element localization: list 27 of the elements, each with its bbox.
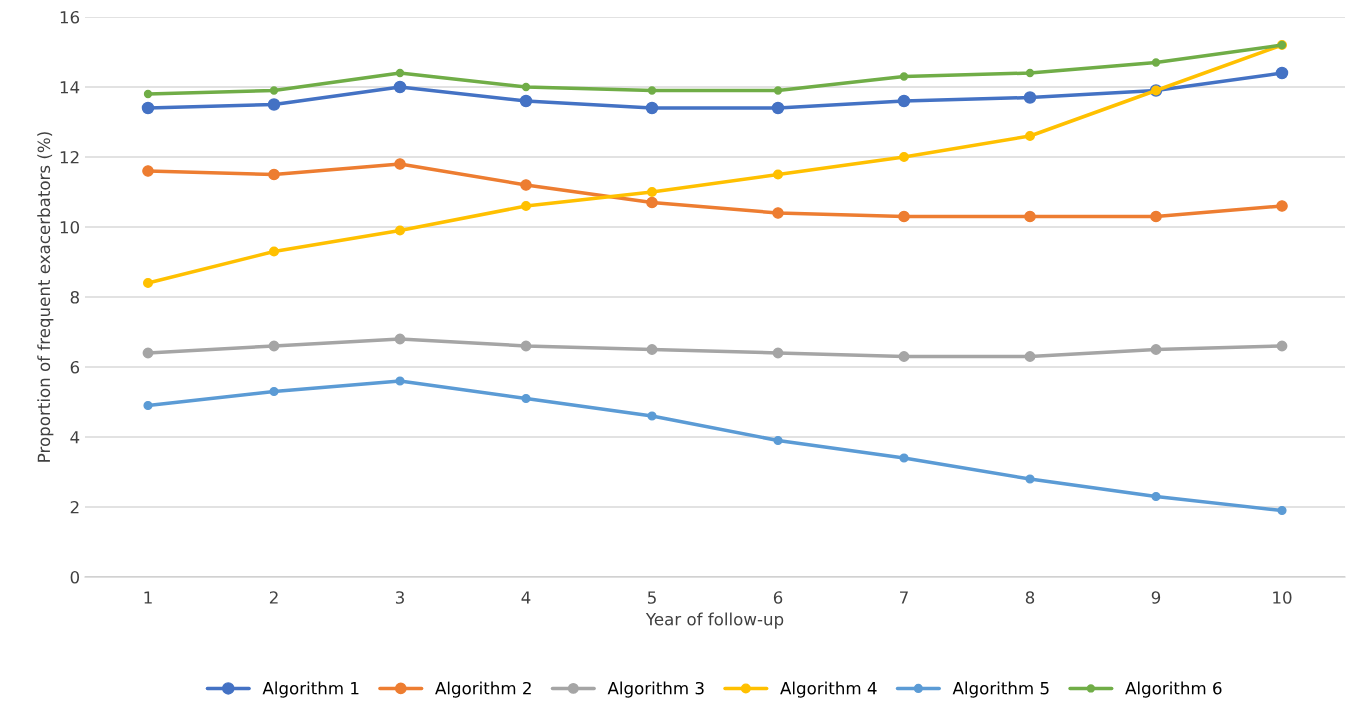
- x-tick-label: 4: [521, 591, 531, 604]
- legend-label: Algorithm 3: [607, 681, 704, 698]
- x-tick-label: 9: [1151, 591, 1161, 604]
- x-tick-label: 6: [773, 591, 783, 604]
- x-tick-label: 8: [1025, 591, 1035, 604]
- legend-label: Algorithm 1: [262, 681, 359, 698]
- x-tick-label: 7: [900, 591, 908, 604]
- y-tick-label: 4: [70, 431, 80, 444]
- y-tick-label: 10: [60, 220, 80, 234]
- y-tick-label: 2: [70, 500, 79, 514]
- y-axis-title: Proportion of frequent exacerbators (%): [37, 132, 54, 462]
- y-tick-label: 6: [70, 360, 80, 374]
- legend-label: Algorithm 2: [435, 681, 531, 698]
- y-tick-label: 14: [60, 81, 80, 94]
- x-tick-label: 2: [269, 591, 278, 604]
- legend-label: Algorithm 6: [1125, 681, 1222, 698]
- x-tick-label: 1: [144, 591, 152, 604]
- y-tick-label: 12: [60, 150, 79, 164]
- x-tick-label: 10: [1273, 591, 1292, 604]
- x-tick-label: 5: [647, 591, 656, 604]
- x-tick-label: 3: [395, 591, 404, 604]
- legend-label: Algorithm 4: [780, 681, 877, 698]
- legend-label: Algorithm 5: [952, 681, 1049, 698]
- y-tick-label: 8: [70, 290, 79, 304]
- y-tick-label: 16: [60, 10, 80, 24]
- y-tick-label: 0: [70, 570, 80, 584]
- x-axis-title: Year of follow-up: [645, 612, 784, 629]
